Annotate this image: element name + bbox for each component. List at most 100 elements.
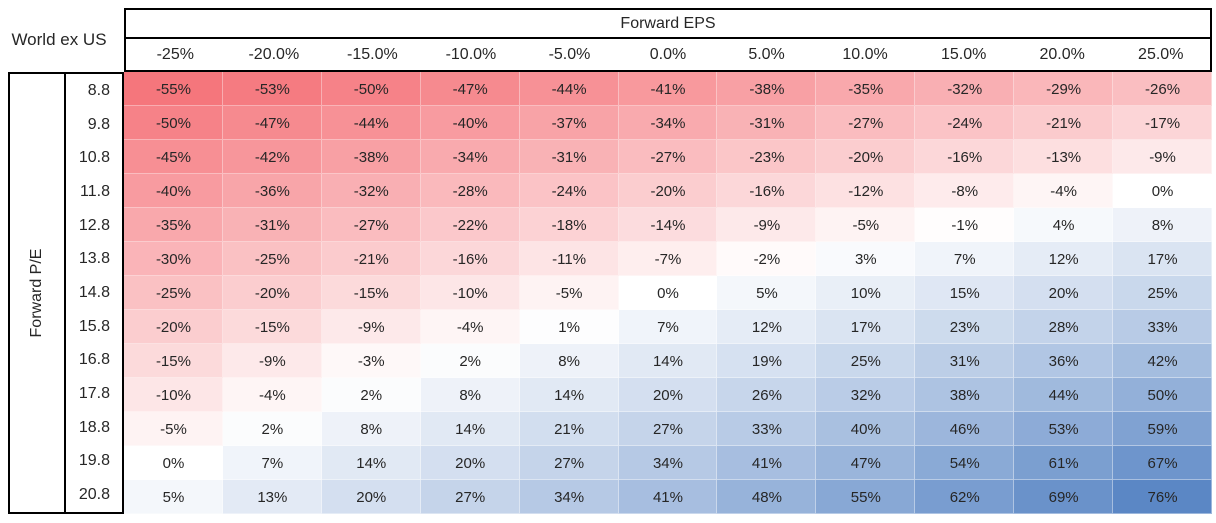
- heatmap-cell: -25%: [222, 242, 322, 276]
- heatmap-cell: 0%: [124, 446, 223, 480]
- eps-col-headers: -25% -20.0% -15.0% -10.0% -5.0% 0.0% 5.0% 10.0%…: [126, 39, 1210, 70]
- heatmap-cell: 14%: [420, 412, 520, 446]
- eps-col-header: -5.0%: [548, 45, 591, 63]
- heatmap-cell: -27%: [618, 140, 718, 174]
- heatmap-cell: -2%: [717, 242, 817, 276]
- pe-row-label: 16.8: [78, 351, 110, 369]
- heatmap-cell: -44%: [519, 72, 619, 106]
- pe-row-label: 18.8: [78, 418, 110, 436]
- heatmap-cell: 20%: [420, 446, 520, 480]
- heatmap-cell: -50%: [124, 106, 223, 140]
- heatmap-cell: -14%: [618, 208, 718, 242]
- heatmap-cell: 8%: [1113, 208, 1212, 242]
- heatmap-cell: -4%: [222, 378, 322, 412]
- heatmap-cell: 25%: [1113, 276, 1212, 310]
- heatmap-cell: 62%: [915, 480, 1015, 514]
- heatmap-cell: -41%: [618, 72, 718, 106]
- heatmap-cell: 50%: [1113, 378, 1212, 412]
- heatmap-cell: -44%: [321, 106, 421, 140]
- heatmap-cell: 12%: [1014, 242, 1114, 276]
- heatmap-cell: 61%: [1014, 446, 1114, 480]
- heatmap-cell: -16%: [915, 140, 1015, 174]
- heatmap-cell: -1%: [915, 208, 1015, 242]
- heatmap-cell: -20%: [124, 310, 223, 344]
- heatmap-cell: -40%: [420, 106, 520, 140]
- heatmap-cell: -24%: [915, 106, 1015, 140]
- pe-row-label: 11.8: [80, 182, 110, 200]
- heatmap-cell: -24%: [519, 174, 619, 208]
- pe-row-label: 12.8: [78, 216, 110, 234]
- heatmap-cell: 53%: [1014, 412, 1114, 446]
- heatmap-cell: 55%: [816, 480, 916, 514]
- heatmap-cell: -7%: [618, 242, 718, 276]
- heatmap-cell: -20%: [816, 140, 916, 174]
- heatmap-cell: -20%: [618, 174, 718, 208]
- heatmap-cell: 27%: [420, 480, 520, 514]
- heatmap-cell: 14%: [618, 344, 718, 378]
- heatmap-cell: 33%: [717, 412, 817, 446]
- heatmap-cell: -45%: [124, 140, 223, 174]
- heatmap-cell: -38%: [717, 72, 817, 106]
- forward-pe-title: Forward P/E: [28, 248, 45, 338]
- heatmap-cell: -35%: [816, 72, 916, 106]
- heatmap-cell: -27%: [321, 208, 421, 242]
- heatmap-cell: 15%: [915, 276, 1015, 310]
- heatmap-cell: 46%: [915, 412, 1015, 446]
- heatmap-cell: -5%: [124, 412, 223, 446]
- heatmap-cell: 7%: [915, 242, 1015, 276]
- heatmap-cell: -9%: [321, 310, 421, 344]
- heatmap-cell: 5%: [124, 480, 223, 514]
- pe-row-label: 8.8: [87, 81, 110, 99]
- heatmap-cell: 34%: [519, 480, 619, 514]
- heatmap-cell: -47%: [420, 72, 520, 106]
- heatmap-cell: -15%: [222, 310, 322, 344]
- heatmap-cell: -13%: [1014, 140, 1114, 174]
- heatmap-cell: -42%: [222, 140, 322, 174]
- heatmap-cell: -34%: [420, 140, 520, 174]
- heatmap-cell: 0%: [1113, 174, 1212, 208]
- heatmap-cell: -26%: [1113, 72, 1212, 106]
- eps-col-header: 20.0%: [1039, 45, 1085, 63]
- forward-eps-header: Forward EPS -25% -20.0% -15.0% -10.0% -5.0% 0…: [124, 8, 1212, 72]
- heatmap-cell: -5%: [519, 276, 619, 310]
- heatmap-cell: -30%: [124, 242, 223, 276]
- heatmap-cell: 0%: [618, 276, 718, 310]
- heatmap-cell: 41%: [717, 446, 817, 480]
- heatmap-cell: 59%: [1113, 412, 1212, 446]
- heatmap-cell: 25%: [816, 344, 916, 378]
- heatmap-cell: 23%: [915, 310, 1015, 344]
- heatmap-cell: 5%: [717, 276, 817, 310]
- eps-col-header: 5.0%: [748, 45, 785, 63]
- heatmap-cell: 36%: [1014, 344, 1114, 378]
- heatmap-cell: 40%: [816, 412, 916, 446]
- heatmap-cell: 32%: [816, 378, 916, 412]
- heatmap-cell: 17%: [1113, 242, 1212, 276]
- pe-row-label: 20.8: [78, 486, 110, 504]
- heatmap-cell: -47%: [222, 106, 322, 140]
- heatmap-cell: 21%: [519, 412, 619, 446]
- heatmap-cell: -38%: [321, 140, 421, 174]
- forward-eps-title: Forward EPS: [126, 10, 1210, 39]
- pe-row-label: 19.8: [78, 452, 110, 470]
- heatmap-cell: 19%: [717, 344, 817, 378]
- heatmap-grid: -55% -53% -50% -47% -44% -41% -38% -35% -32% -29%…: [124, 72, 1212, 514]
- heatmap-cell: 14%: [519, 378, 619, 412]
- heatmap-cell: -16%: [717, 174, 817, 208]
- heatmap-cell: 17%: [816, 310, 916, 344]
- heatmap-cell: -21%: [321, 242, 421, 276]
- heatmap-cell: -31%: [519, 140, 619, 174]
- eps-col-header: -15.0%: [347, 45, 398, 63]
- heatmap-cell: -15%: [321, 276, 421, 310]
- heatmap-cell: -55%: [124, 72, 223, 106]
- heatmap-cell: -9%: [717, 208, 817, 242]
- heatmap-cell: 7%: [618, 310, 718, 344]
- heatmap-cell: -18%: [519, 208, 619, 242]
- heatmap-cell: 27%: [519, 446, 619, 480]
- heatmap-cell: -32%: [321, 174, 421, 208]
- heatmap-cell: 20%: [321, 480, 421, 514]
- heatmap-cell: 8%: [321, 412, 421, 446]
- pe-row-label: 10.8: [78, 149, 110, 167]
- heatmap-cell: -34%: [618, 106, 718, 140]
- heatmap-cell: 38%: [915, 378, 1015, 412]
